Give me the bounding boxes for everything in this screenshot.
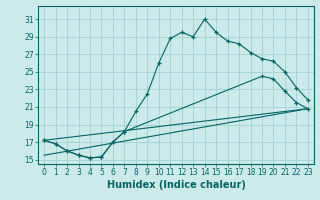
X-axis label: Humidex (Indice chaleur): Humidex (Indice chaleur) xyxy=(107,180,245,190)
